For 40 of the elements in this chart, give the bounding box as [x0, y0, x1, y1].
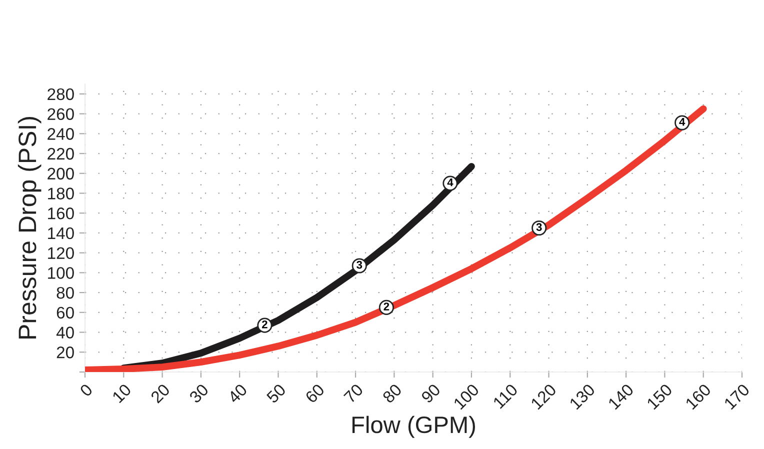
y-tick-label: 40 — [56, 326, 74, 338]
x-tick-label: 30 — [188, 383, 210, 404]
y-tick-label: 120 — [48, 247, 74, 260]
y-tick-label: 200 — [48, 168, 74, 180]
x-tick-label: 90 — [420, 383, 442, 404]
y-tick-label: 180 — [48, 188, 74, 200]
y-axis-title: Pressure Drop (PSI) — [18, 117, 42, 338]
annotation: 4 — [679, 118, 686, 126]
y-tick-label: 220 — [48, 148, 74, 160]
annotation: 2 — [384, 302, 390, 310]
y-tick-label: 140 — [48, 227, 74, 240]
x-tick-label: 70 — [343, 383, 364, 404]
annotation: 3 — [356, 260, 362, 269]
x-tick-label: 110 — [492, 383, 518, 409]
x-axis-title: Flow (GPM) — [352, 416, 475, 438]
x-tick-label: 100 — [453, 383, 480, 410]
x-tick-label: 170 — [724, 383, 750, 410]
y-tick-label: 100 — [48, 267, 74, 279]
y-tick-label: 20 — [56, 346, 74, 358]
x-tick-label: 10 — [112, 383, 132, 404]
x-tick-label: 160 — [684, 383, 712, 410]
y-tick-label: 60 — [56, 306, 74, 319]
annotation: 4 — [447, 178, 454, 186]
y-tick-label: 240 — [48, 128, 74, 140]
x-tick-label: 40 — [227, 383, 248, 404]
annotation: 2 — [262, 320, 268, 328]
y-tick-label: 80 — [56, 286, 74, 299]
x-tick-label: 130 — [568, 383, 596, 410]
x-tick-label: 0 — [79, 383, 94, 398]
y-tick-label: 280 — [48, 88, 74, 100]
x-tick-label: 20 — [150, 383, 170, 404]
x-tick-label: 140 — [608, 383, 634, 410]
x-tick-label: 150 — [646, 383, 673, 410]
x-tick-label: 50 — [266, 383, 286, 404]
y-tick-label: 160 — [48, 208, 74, 220]
x-tick-label: 60 — [304, 383, 326, 404]
annotation: 3 — [536, 223, 542, 231]
x-tick-label: 80 — [382, 383, 402, 404]
y-tick-label: 260 — [48, 108, 74, 120]
x-tick-label: 120 — [530, 383, 557, 410]
